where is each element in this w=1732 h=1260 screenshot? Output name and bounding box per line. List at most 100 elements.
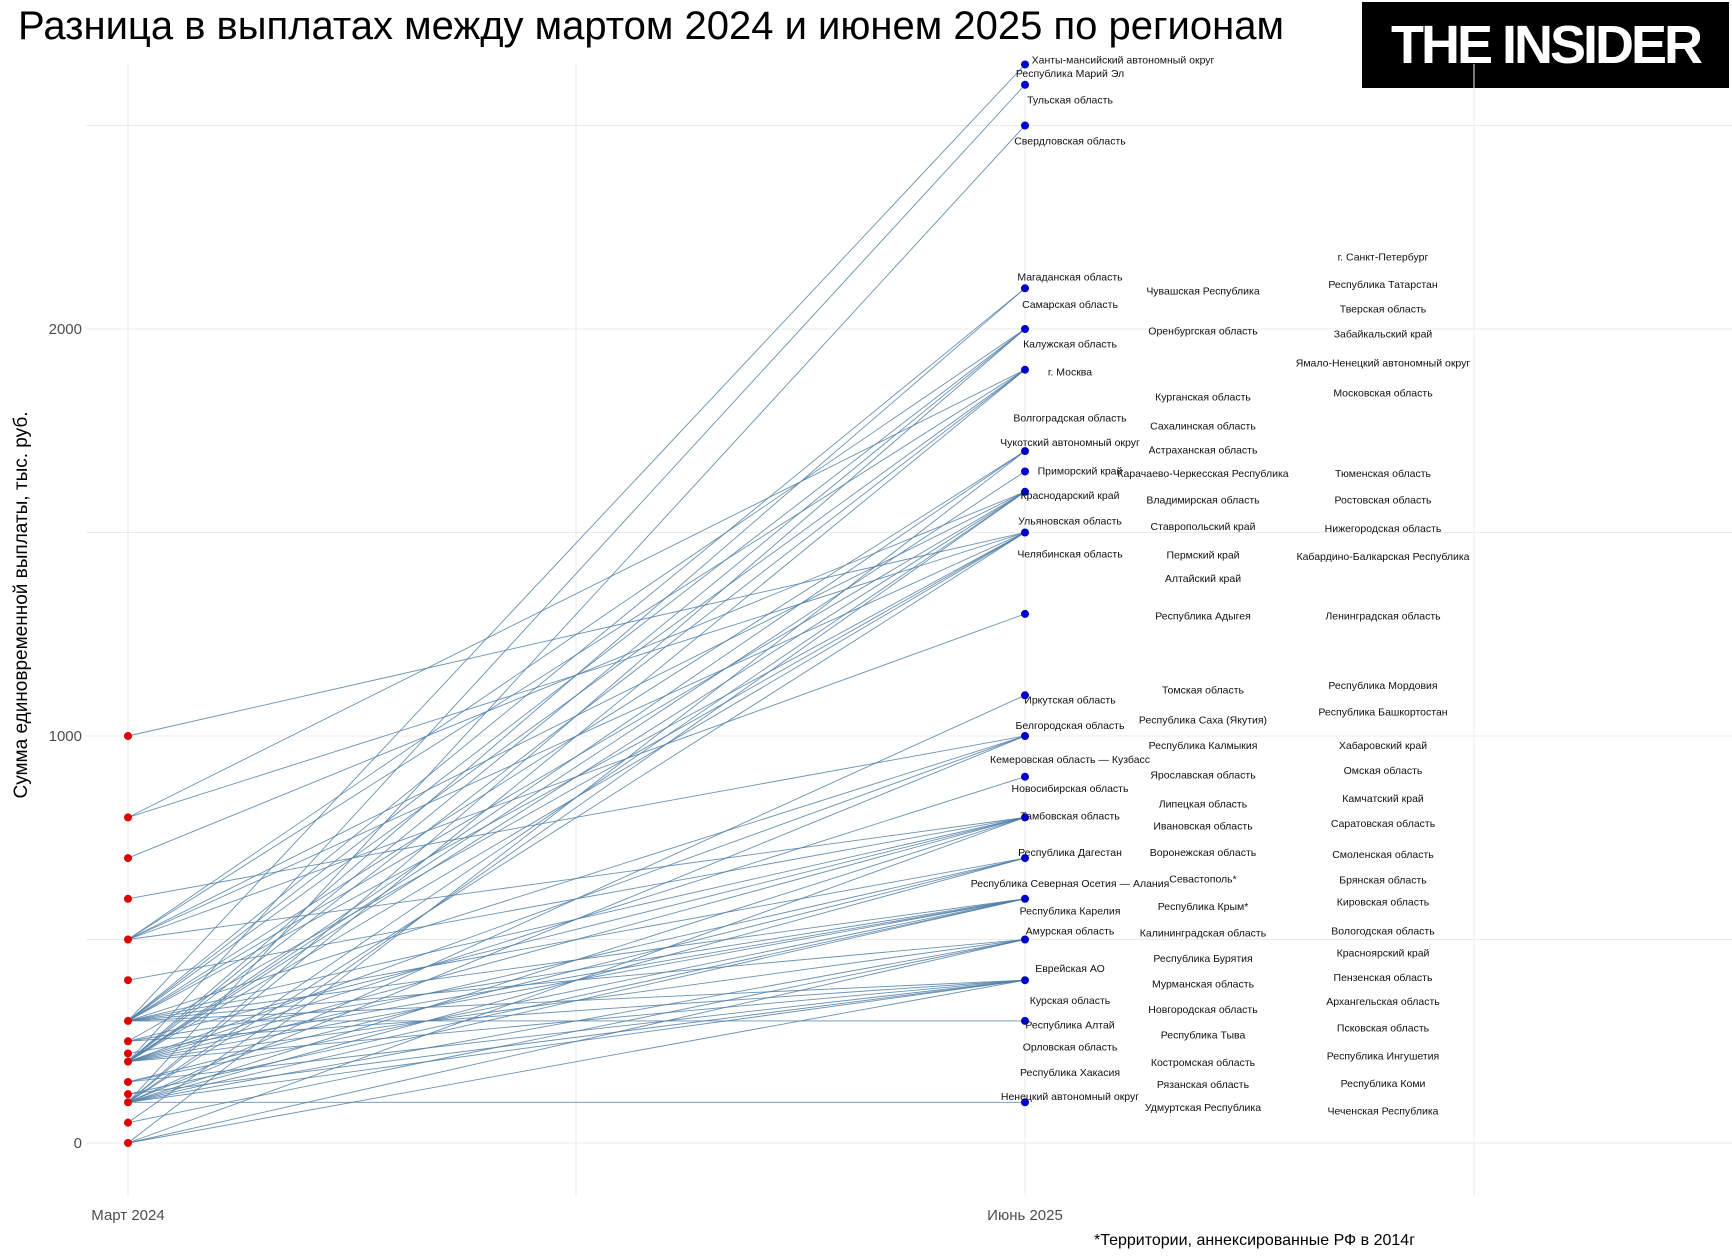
region-label: Курская область	[1030, 995, 1111, 1007]
region-label: Ханты-мансийский автономный округ	[1032, 55, 1215, 67]
slope-line	[127, 979, 1026, 1042]
region-label: Воронежская область	[1150, 847, 1257, 859]
slope-line	[127, 898, 1026, 1042]
region-label: Республика Дагестан	[1018, 847, 1122, 859]
region-label: Амурская область	[1026, 925, 1115, 937]
end-point	[1021, 447, 1029, 456]
slope-line	[127, 613, 1026, 940]
end-point	[1021, 976, 1029, 985]
x-tick-label: Июнь 2025	[987, 1207, 1063, 1224]
region-label: Республика Коми	[1341, 1078, 1426, 1090]
start-point	[124, 1118, 132, 1127]
region-label: Республика Калмыкия	[1149, 740, 1258, 752]
slope-line	[127, 369, 1026, 940]
the-insider-logo: THE INSIDER	[1362, 2, 1729, 88]
region-label: Забайкальский край	[1334, 329, 1433, 341]
region-label: Удмуртская Республика	[1145, 1102, 1261, 1114]
region-label: Орловская область	[1023, 1041, 1118, 1053]
region-label: Белгородская область	[1016, 720, 1125, 732]
end-point	[1021, 487, 1029, 496]
region-label: Владимирская область	[1146, 494, 1260, 506]
start-point	[124, 1098, 132, 1107]
y-tick-label: 0	[74, 1135, 82, 1152]
region-label: Липецкая область	[1159, 798, 1248, 810]
slope-line	[127, 816, 1026, 940]
end-point	[1021, 80, 1029, 89]
region-label: Республика Хакасия	[1020, 1067, 1120, 1079]
end-point	[1021, 121, 1029, 130]
region-label: Чувашская Республика	[1146, 286, 1260, 298]
end-point	[1021, 813, 1029, 822]
end-point	[1021, 691, 1029, 700]
end-point	[1021, 772, 1029, 781]
region-label: Мурманская область	[1152, 978, 1255, 990]
region-label: Магаданская область	[1017, 271, 1123, 283]
start-point	[124, 1037, 132, 1046]
slope-line	[127, 532, 1026, 737]
end-point	[1021, 325, 1029, 333]
end-point	[1021, 284, 1029, 293]
region-label: Республика Марий Эл	[1016, 68, 1124, 80]
region-label: Еврейская АО	[1035, 963, 1105, 975]
region-label: Брянская область	[1339, 875, 1427, 887]
region-label: Костромская область	[1151, 1057, 1256, 1069]
region-label: Ленинградская область	[1325, 610, 1441, 622]
region-label: Севастополь*	[1169, 873, 1236, 885]
end-point	[1021, 60, 1029, 69]
x-tick-label: Март 2024	[91, 1207, 164, 1224]
region-label: Новосибирская область	[1012, 783, 1129, 795]
region-label: Иркутская область	[1024, 694, 1116, 706]
end-point	[1021, 935, 1029, 944]
region-label: Республика Башкортостан	[1318, 707, 1447, 719]
region-label: Республика Крым*	[1158, 901, 1249, 913]
slope-line	[127, 979, 1026, 1083]
slope-line	[127, 857, 1026, 1022]
region-label: Хабаровский край	[1339, 740, 1427, 752]
slope-line	[127, 939, 1026, 1022]
footnote: *Территории, аннексированные РФ в 2014г	[1094, 1232, 1416, 1249]
region-label: Ставропольский край	[1151, 521, 1256, 533]
slope-line	[127, 369, 1026, 1022]
end-point	[1021, 528, 1029, 537]
region-label: Московская область	[1333, 387, 1433, 399]
slope-line	[127, 898, 1026, 1095]
region-label: Волгоградская область	[1013, 413, 1127, 425]
region-label: Республика Тыва	[1161, 1029, 1246, 1041]
region-label: Рязанская область	[1157, 1079, 1250, 1091]
y-tick-label: 2000	[49, 321, 82, 338]
region-label: Ненецкий автономный округ	[1001, 1091, 1139, 1103]
slope-line	[127, 979, 1026, 1103]
region-label: Чукотский автономный округ	[1000, 437, 1140, 449]
region-label: Саратовская область	[1331, 818, 1436, 830]
slope-line	[127, 979, 1026, 1144]
region-label: Красноярский край	[1337, 948, 1430, 960]
end-point	[1021, 609, 1029, 618]
slope-line	[127, 64, 1026, 1022]
region-label: Смоленская область	[1332, 849, 1434, 861]
region-label: Сахалинская область	[1150, 420, 1256, 432]
region-label: Республика Алтай	[1025, 1019, 1114, 1031]
slope-line	[127, 532, 1026, 818]
region-label: Калининградская область	[1140, 928, 1267, 940]
region-label: Астраханская область	[1149, 445, 1258, 457]
region-label: Вологодская область	[1331, 925, 1435, 937]
end-point	[1021, 854, 1029, 863]
region-label: Челябинская область	[1017, 549, 1123, 561]
region-label: Тверская область	[1340, 303, 1427, 315]
slope-line	[127, 532, 1026, 1042]
y-tick-label: 1000	[49, 728, 82, 745]
region-label: Кировская область	[1337, 897, 1430, 909]
region-label: Приморский край	[1038, 466, 1123, 478]
region-label: Псковская область	[1337, 1023, 1430, 1035]
slope-line	[127, 979, 1026, 1022]
region-label: Пензенская область	[1334, 972, 1433, 984]
region-label: Карачаево-Черкесская Республика	[1117, 468, 1288, 480]
region-label: Ямало-Ненецкий автономный округ	[1296, 357, 1471, 369]
region-label: Самарская область	[1022, 299, 1118, 311]
region-label: Республика Адыгея	[1155, 610, 1251, 622]
slope-line	[127, 898, 1026, 1022]
region-label: Тюменская область	[1335, 468, 1431, 480]
start-point	[124, 732, 132, 740]
end-point	[1021, 467, 1029, 476]
